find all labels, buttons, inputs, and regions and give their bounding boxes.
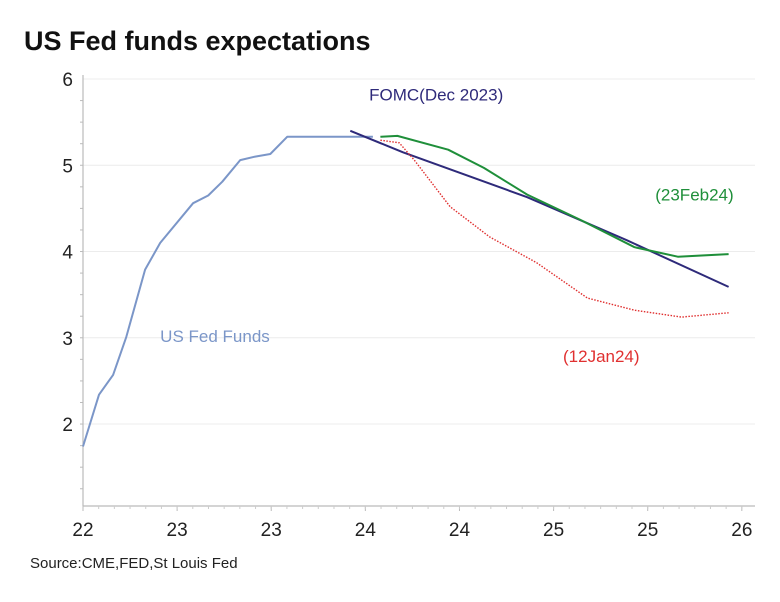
y-tick-label: 2 — [62, 415, 73, 436]
chart-title: US Fed funds expectations — [24, 26, 371, 56]
y-tick-label: 6 — [62, 70, 73, 91]
x-tick-label: 23 — [261, 520, 282, 541]
x-tick-label: 24 — [355, 520, 377, 541]
series-label: US Fed Funds — [160, 327, 270, 346]
x-tick-label: 24 — [449, 520, 471, 541]
series-line-1 — [349, 129, 730, 288]
series-line-0 — [82, 135, 373, 447]
y-tick-label: 4 — [62, 243, 73, 264]
series-line-3 — [380, 139, 729, 318]
series-label: FOMC(Dec 2023) — [369, 86, 503, 105]
y-tick-label: 3 — [62, 329, 73, 350]
y-tick-label: 5 — [62, 156, 73, 177]
x-tick-label: 25 — [543, 520, 564, 541]
x-tick-label: 26 — [731, 520, 752, 541]
series-label: (12Jan24) — [563, 347, 640, 366]
chart-source: Source:CME,FED,St Louis Fed — [30, 555, 238, 572]
x-tick-label: 25 — [637, 520, 658, 541]
x-tick-label: 23 — [167, 520, 188, 541]
x-tick-label: 22 — [72, 520, 93, 541]
series-label: (23Feb24) — [655, 186, 733, 205]
